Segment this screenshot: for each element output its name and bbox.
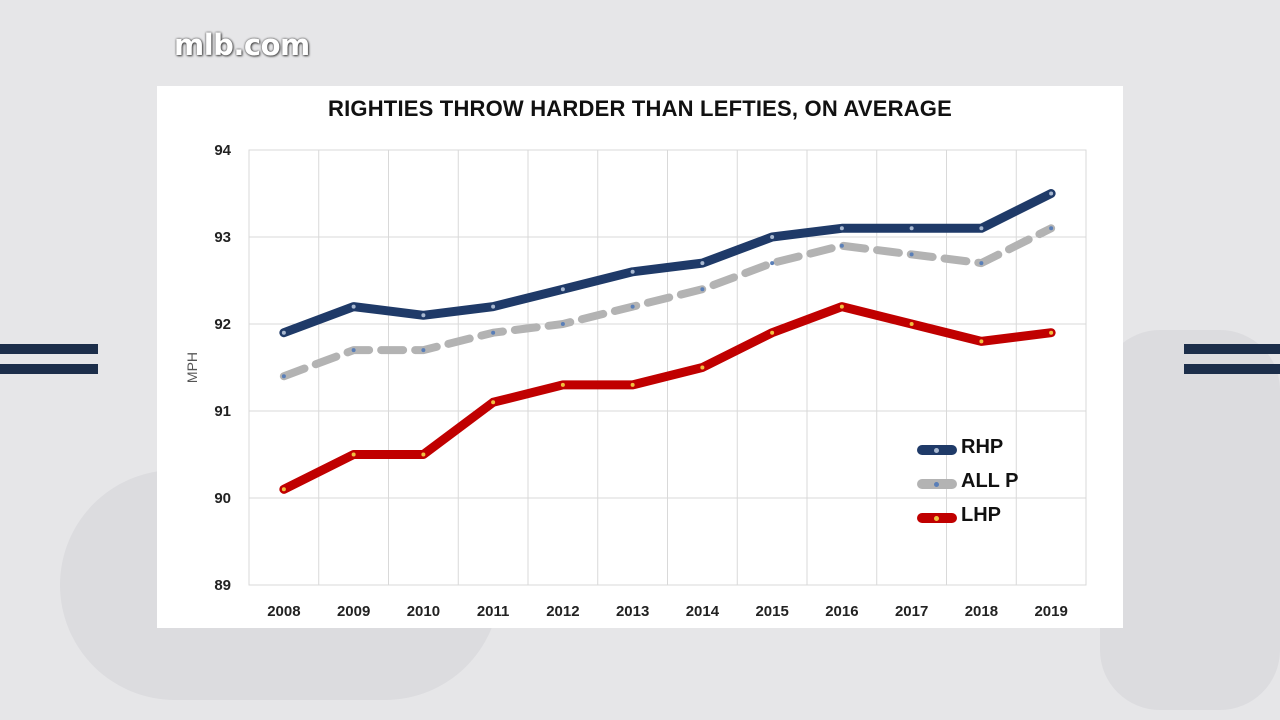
- data-point-rhp: [839, 226, 844, 231]
- data-point-lhp: [979, 339, 984, 344]
- chart-title: RIGHTIES THROW HARDER THAN LEFTIES, ON A…: [328, 96, 952, 121]
- x-tick-label: 2012: [546, 603, 579, 620]
- series-line-lhp: [279, 302, 1056, 494]
- data-point-rhp: [700, 261, 705, 266]
- x-tick-label: 2019: [1034, 603, 1067, 620]
- legend-label: RHP: [961, 436, 1004, 458]
- x-tick-label: 2017: [895, 603, 928, 620]
- y-tick-label: 93: [214, 229, 231, 246]
- data-point-all-p: [1049, 226, 1054, 231]
- y-tick-label: 92: [214, 316, 231, 333]
- data-point-all-p: [979, 261, 984, 266]
- x-tick-label: 2015: [755, 603, 788, 620]
- x-tick-label: 2011: [477, 603, 510, 620]
- y-tick-label: 89: [214, 577, 231, 594]
- x-tick-label: 2008: [267, 603, 300, 620]
- x-tick-label: 2018: [965, 603, 998, 620]
- data-point-lhp: [560, 382, 565, 387]
- data-point-rhp: [351, 304, 356, 309]
- data-point-lhp: [421, 452, 426, 457]
- data-point-rhp: [770, 235, 775, 239]
- data-point-all-p: [281, 374, 286, 379]
- data-point-rhp: [560, 287, 565, 292]
- data-point-lhp: [700, 365, 705, 370]
- left-stripes-decoration: [0, 342, 98, 376]
- mlb-logo: mlb.com: [174, 28, 310, 62]
- data-point-rhp: [630, 269, 635, 274]
- data-point-lhp: [839, 304, 844, 309]
- data-point-lhp: [1049, 330, 1054, 335]
- data-point-all-p: [700, 287, 705, 292]
- legend-marker: [934, 516, 939, 521]
- y-tick-label: 94: [214, 142, 231, 159]
- data-point-lhp: [630, 382, 635, 387]
- data-point-rhp: [421, 313, 426, 318]
- data-point-all-p: [909, 252, 914, 257]
- data-point-all-p: [560, 322, 565, 326]
- y-tick-label: 91: [214, 403, 231, 420]
- data-point-rhp: [281, 330, 286, 335]
- data-point-rhp: [491, 304, 496, 309]
- data-point-lhp: [491, 400, 496, 405]
- y-axis-label: MPH: [184, 352, 200, 383]
- legend-marker: [934, 482, 939, 487]
- data-point-all-p: [491, 330, 496, 335]
- data-point-lhp: [281, 487, 286, 492]
- legend-label: LHP: [961, 504, 1001, 526]
- data-point-lhp: [909, 322, 914, 326]
- data-point-all-p: [421, 348, 426, 353]
- series-line-all-p: [279, 224, 1056, 381]
- x-tick-label: 2016: [825, 603, 858, 620]
- right-stripes-decoration: [1184, 342, 1280, 376]
- data-point-rhp: [979, 226, 984, 231]
- legend-label: ALL P: [961, 470, 1019, 492]
- data-point-lhp: [351, 452, 356, 457]
- data-point-all-p: [630, 304, 635, 309]
- chart-card: RIGHTIES THROW HARDER THAN LEFTIES, ON A…: [157, 86, 1123, 628]
- data-point-rhp: [1049, 191, 1054, 196]
- x-tick-label: 2014: [686, 603, 720, 620]
- x-tick-label: 2010: [407, 603, 440, 620]
- x-tick-label: 2013: [616, 603, 649, 620]
- line-chart: 89 90 91 92 93 94 2008 2009 2010 2011 2012 2013 2014…: [184, 142, 1087, 620]
- data-point-all-p: [351, 348, 356, 353]
- data-point-all-p: [770, 261, 775, 266]
- x-tick-label: 2009: [337, 603, 370, 620]
- series-line-rhp: [279, 189, 1056, 338]
- data-point-rhp: [909, 226, 914, 231]
- background-shape: [1100, 330, 1280, 710]
- data-point-all-p: [839, 243, 844, 248]
- legend-marker: [934, 448, 939, 453]
- y-tick-label: 90: [214, 490, 231, 507]
- data-point-lhp: [770, 330, 775, 335]
